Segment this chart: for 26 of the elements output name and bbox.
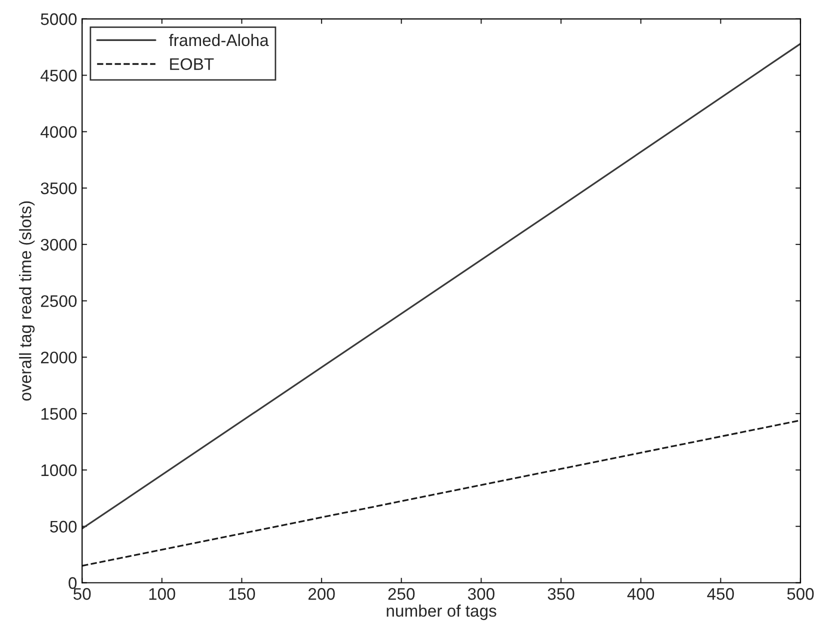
x-axis-title: number of tags — [386, 604, 496, 620]
legend-label: EOBT — [170, 58, 214, 70]
y-tick-label: 3000 — [40, 238, 77, 251]
y-tick-label: 1000 — [41, 464, 77, 476]
y-tick-label: 4500 — [40, 70, 77, 82]
y-tick-label: 0 — [68, 577, 77, 589]
y-axis-title: overall tag read time (slots) — [19, 201, 35, 401]
x-tick-label: 150 — [229, 588, 255, 600]
x-tick-label: 50 — [74, 588, 91, 600]
line-series — [82, 420, 800, 567]
x-tick-label: 200 — [308, 588, 335, 600]
y-tick-label: 2500 — [41, 295, 77, 308]
legend-label: framed-Aloha — [169, 34, 269, 46]
y-tick-label: 500 — [50, 520, 77, 533]
x-tick-label: 400 — [627, 588, 654, 600]
x-tick-label: 500 — [787, 588, 814, 600]
x-tick-label: 350 — [548, 588, 574, 600]
x-tick-label: 250 — [388, 588, 415, 600]
y-tick-label: 1500 — [41, 408, 77, 420]
y-tick-label: 3500 — [40, 182, 77, 194]
x-tick-label: 100 — [149, 588, 176, 600]
y-tick-label: 2000 — [41, 352, 77, 364]
y-tick-label: 4000 — [40, 126, 77, 138]
x-tick-label: 450 — [707, 588, 734, 600]
y-tick-label: 5000 — [40, 13, 77, 26]
x-tick-label: 300 — [468, 588, 494, 600]
